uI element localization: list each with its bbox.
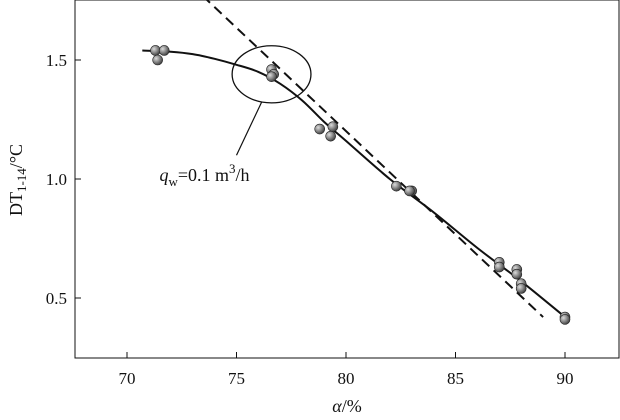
- data-point: [511, 268, 523, 280]
- x-axis-title-unit: /%: [342, 396, 362, 416]
- annotation-leader: [235, 101, 263, 156]
- x-axis-title: α/%: [332, 396, 361, 416]
- y-axis-title-sub: 1-14: [14, 168, 29, 192]
- highlight-ellipse: [231, 45, 312, 104]
- fit-curve: [142, 49, 566, 318]
- series-layer: [142, 0, 571, 325]
- data-point: [158, 45, 170, 56]
- data-point: [325, 130, 336, 142]
- y-tick-label: 1.0: [46, 170, 67, 189]
- y-tick-label: 1.5: [46, 51, 67, 70]
- annotation-value: =0.1 m: [178, 165, 229, 185]
- y-axis-title-main: DT: [6, 192, 26, 216]
- x-tick-label: 85: [447, 369, 464, 388]
- y-axis-title: DT1-14/°C: [6, 144, 29, 216]
- annotation-var: q: [160, 165, 169, 185]
- data-point: [152, 54, 163, 66]
- x-tick-label: 80: [338, 369, 355, 388]
- y-axis-title-unit: /°C: [6, 144, 26, 168]
- y-axis: 0.5 1.0 1.5: [46, 51, 81, 308]
- data-point: [327, 121, 339, 132]
- x-axis: 70 75 80 85 90: [119, 352, 574, 388]
- x-tick-label: 90: [557, 369, 574, 388]
- data-point: [493, 261, 505, 273]
- annotation-unit: /h: [236, 165, 250, 185]
- annotation-label: qw=0.1 m3/h: [160, 161, 250, 189]
- annotation-sub: w: [169, 174, 179, 189]
- data-point: [391, 180, 402, 192]
- x-axis-title-main: α: [332, 396, 342, 416]
- y-tick-label: 0.5: [46, 289, 67, 308]
- data-point: [404, 185, 415, 197]
- x-tick-label: 75: [228, 369, 245, 388]
- data-point: [559, 314, 571, 325]
- x-tick-label: 70: [119, 369, 136, 388]
- data-point: [266, 71, 277, 82]
- annotation-sup: 3: [229, 161, 236, 176]
- dashed-reference-line: [205, 0, 544, 318]
- annotation-layer: qw=0.1 m3/h: [160, 45, 312, 189]
- data-point: [314, 123, 326, 135]
- data-point: [515, 283, 527, 294]
